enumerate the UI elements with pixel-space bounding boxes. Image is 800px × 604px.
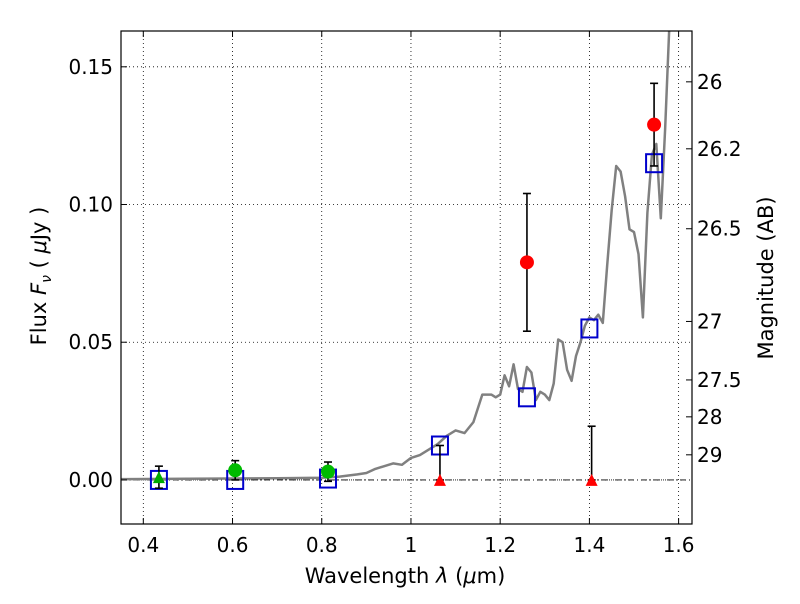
series-optical-detections xyxy=(228,459,335,483)
x-tick-label: 1.2 xyxy=(484,533,516,557)
right-tick-label: 26.5 xyxy=(697,217,742,241)
series-layer xyxy=(121,31,671,490)
x-tick-label: 0.6 xyxy=(217,533,249,557)
y-tick-label: 0.05 xyxy=(68,330,113,354)
data-point xyxy=(647,117,662,132)
plot-frame xyxy=(120,30,693,525)
x-tick-label: 1 xyxy=(405,533,418,557)
data-point xyxy=(320,464,335,479)
y-tick-label: 0.00 xyxy=(68,468,113,492)
right-tick-label: 27.5 xyxy=(697,368,742,392)
ticks: 0.4 0.6 0.8 1 1.2 1.4 1.6 0.00 0.05 0.10 0.15 26 26.… xyxy=(68,31,742,557)
right-tick-label: 26 xyxy=(697,70,722,94)
x-tick-label: 1.6 xyxy=(663,533,695,557)
x-tick-label: 0.8 xyxy=(306,533,338,557)
series-optical-upper-limit xyxy=(152,465,165,489)
upper-limit-marker xyxy=(152,471,165,484)
right-tick-label: 28 xyxy=(697,405,722,429)
x-axis-label: Wavelength λ (μm) xyxy=(305,564,506,588)
right-axis-label: Magnitude (AB) xyxy=(754,196,778,359)
upper-limit-marker xyxy=(585,473,598,486)
data-point xyxy=(519,255,534,270)
data-point xyxy=(228,463,243,478)
series-NIR-upper-limits xyxy=(433,425,598,486)
y-axis-label: Flux Fν ( μJy ) xyxy=(27,207,55,346)
right-tick-label: 27 xyxy=(697,309,722,333)
x-tick-label: 0.4 xyxy=(127,533,159,557)
y-tick-label: 0.15 xyxy=(68,55,113,79)
upper-limit-marker xyxy=(433,473,446,486)
right-tick-label: 29 xyxy=(697,443,722,467)
model-square xyxy=(580,318,599,339)
right-tick-label: 26.2 xyxy=(697,137,742,161)
y-tick-label: 0.10 xyxy=(68,193,113,217)
model-square xyxy=(517,387,536,408)
series-detections xyxy=(519,82,662,333)
x-tick-label: 1.4 xyxy=(573,533,605,557)
